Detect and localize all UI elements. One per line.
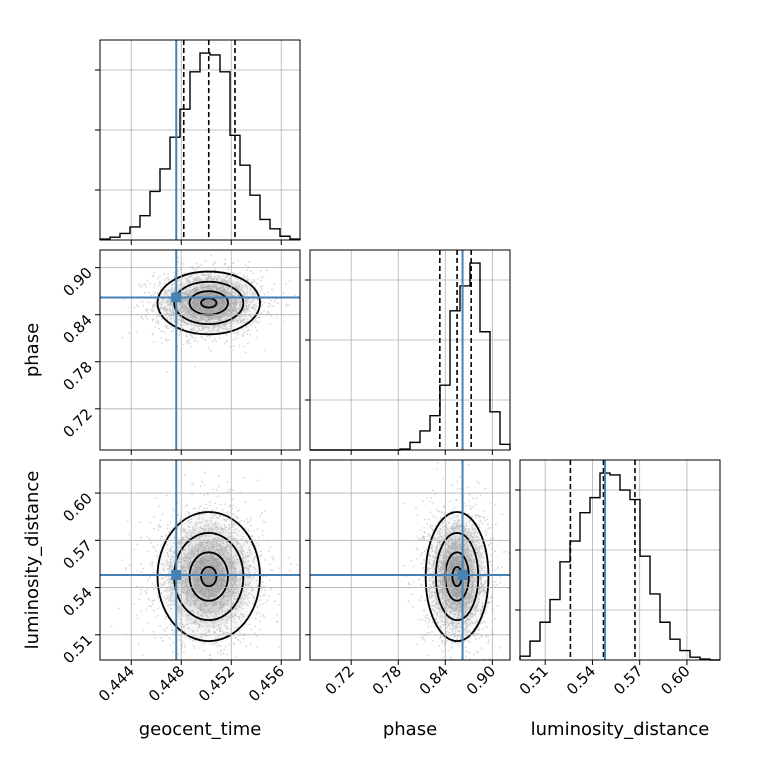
axes-frame-geocent_time-luminosity_distance <box>99 459 301 661</box>
panels-layer <box>95 39 721 665</box>
tick-label-y-luminosity_distance-3: 0.60 <box>59 489 95 525</box>
scatter-panel-phase-luminosity_distance <box>305 459 511 665</box>
density-level-3 <box>192 555 226 598</box>
histogram-geocent_time <box>99 52 301 240</box>
density-level-0 <box>154 508 263 645</box>
contour-line-2 <box>188 551 229 602</box>
histogram-panel-phase <box>305 249 511 455</box>
axes-frame-luminosity_distance <box>519 459 721 661</box>
x-axis-label-phase: phase <box>383 719 437 740</box>
tick-label-x-phase-2: 0.84 <box>416 662 452 698</box>
truth-marker <box>457 569 468 580</box>
y-axis-label-luminosity_distance: luminosity_distance <box>22 471 43 650</box>
plot-area-geocent_time-luminosity_distance <box>100 460 300 660</box>
density-level-0 <box>424 508 491 645</box>
tick-label-y-phase-0: 0.72 <box>59 405 95 441</box>
tick-label-x-geocent_time-2: 0.452 <box>195 662 238 705</box>
labels-layer: 0.444 0.448 0.452 0.456 0.72 0.78 0.84 0.90 0.51… <box>22 264 709 740</box>
x-axis-label-luminosity_distance: luminosity_distance <box>531 719 710 740</box>
tick-label-y-phase-3: 0.90 <box>59 264 95 300</box>
axes-frame-geocent_time-phase <box>99 249 301 451</box>
tick-label-x-geocent_time-0: 0.444 <box>95 662 138 705</box>
tick-label-y-phase-2: 0.84 <box>59 311 95 347</box>
truth-marker <box>171 292 182 303</box>
tick-label-x-luminosity_distance-3: 0.60 <box>657 662 693 698</box>
tick-label-x-geocent_time-3: 0.456 <box>245 662 288 705</box>
tick-label-y-luminosity_distance-2: 0.57 <box>59 536 95 572</box>
tick-label-y-luminosity_distance-0: 0.51 <box>59 631 95 667</box>
tick-label-x-luminosity_distance-2: 0.57 <box>610 662 646 698</box>
density-level-4 <box>201 566 217 587</box>
tick-label-x-geocent_time-1: 0.448 <box>145 662 188 705</box>
plot-area-phase-luminosity_distance <box>310 460 510 660</box>
histogram-phase <box>310 262 511 451</box>
density-level-0 <box>154 270 263 336</box>
contour-line-0 <box>424 511 490 643</box>
plot-area-geocent_time-phase <box>100 250 300 450</box>
histogram-panel-geocent_time <box>95 39 301 245</box>
contour-line-1 <box>173 280 245 326</box>
contour-line-3 <box>200 565 218 588</box>
density-level-4 <box>201 298 217 308</box>
axes-frame-phase <box>309 249 511 451</box>
tick-label-y-phase-1: 0.78 <box>59 358 95 394</box>
contour-line-0 <box>156 270 261 336</box>
histogram-panel-luminosity_distance <box>515 459 721 665</box>
scatter-panel-geocent_time-luminosity_distance <box>95 459 301 665</box>
contour-line-0 <box>156 511 261 643</box>
y-axis-label-phase: phase <box>22 323 43 377</box>
tick-label-x-luminosity_distance-0: 0.51 <box>516 662 552 698</box>
tick-label-x-phase-0: 0.72 <box>322 662 358 698</box>
density-level-1 <box>167 524 250 629</box>
tick-label-x-phase-1: 0.78 <box>369 662 405 698</box>
tick-label-x-phase-3: 0.90 <box>463 662 499 698</box>
density-level-1 <box>431 524 483 629</box>
density-level-1 <box>167 277 250 329</box>
axes-frame-phase-luminosity_distance <box>309 459 511 661</box>
contour-line-1 <box>434 532 480 622</box>
x-axis-label-geocent_time: geocent_time <box>139 719 262 740</box>
axes-frame-geocent_time <box>99 39 301 241</box>
scatter-panel-geocent_time-phase <box>95 249 301 455</box>
tick-label-x-luminosity_distance-1: 0.54 <box>563 662 599 698</box>
tick-label-y-luminosity_distance-1: 0.54 <box>59 584 95 620</box>
truth-marker <box>171 569 182 580</box>
histogram-luminosity_distance <box>519 472 720 661</box>
